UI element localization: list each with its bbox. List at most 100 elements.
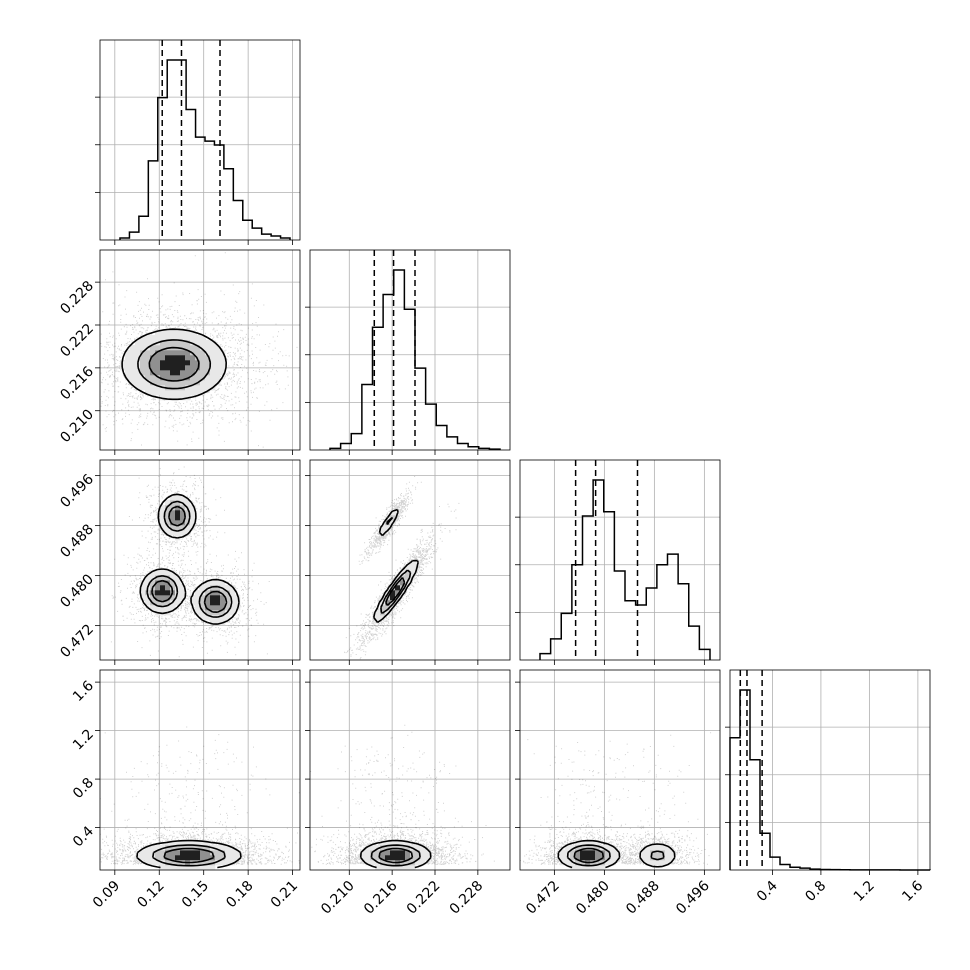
density-cell (155, 590, 161, 596)
density-cell (150, 350, 156, 356)
density-cell (195, 845, 201, 851)
density-cell (170, 860, 176, 866)
density-cell (170, 850, 176, 856)
density-cell (200, 855, 206, 861)
density-cell (220, 590, 226, 596)
density-cell (665, 860, 671, 866)
density-cell (170, 355, 176, 361)
density-cell (165, 585, 171, 591)
density-cell (425, 850, 431, 856)
density-cell (210, 585, 216, 591)
density-cell (395, 575, 401, 581)
density-cell (170, 365, 176, 371)
density-cell (155, 365, 161, 371)
density-cell (160, 515, 166, 521)
density-cell (185, 330, 191, 336)
density-cell (365, 855, 371, 861)
density-cell (145, 335, 151, 341)
x-tick-label: 0.210 (318, 878, 358, 918)
contour-line (146, 500, 233, 618)
density-cell (150, 855, 156, 861)
density-cell (190, 365, 196, 371)
density-cell (180, 855, 186, 861)
density-cell (225, 850, 231, 856)
contour-line (163, 847, 215, 864)
density-cell (180, 335, 186, 341)
density-cell (160, 350, 166, 356)
density-cell (645, 860, 651, 866)
density-cell (370, 860, 376, 866)
x-tick-label: 0.222 (404, 878, 444, 918)
x-tick-label: 0.496 (673, 878, 713, 918)
density-cell (190, 355, 196, 361)
density-cell (145, 370, 151, 376)
density-cell (380, 860, 386, 866)
density-cell (195, 605, 201, 611)
density-cell (655, 855, 661, 861)
density-cell (125, 350, 131, 356)
density-cell (175, 380, 181, 386)
density-cell (165, 395, 171, 401)
density-cell (175, 375, 181, 381)
pair-content (338, 476, 460, 660)
density-cell (410, 570, 416, 576)
density-cell (365, 845, 371, 851)
density-cell (215, 605, 221, 611)
density-cell (210, 605, 216, 611)
x-tick-label: 0.216 (361, 878, 401, 918)
density-cell (170, 580, 176, 586)
density-cell (390, 595, 396, 601)
density-cell (150, 385, 156, 391)
density-cell (610, 855, 616, 861)
density-cell (370, 845, 376, 851)
x-tick-label: 1.6 (899, 878, 926, 905)
density-cell (225, 600, 231, 606)
density-cell (150, 345, 156, 351)
density-cell (385, 610, 391, 616)
density-cell (135, 365, 141, 371)
density-cell (215, 855, 221, 861)
density-cell (175, 860, 181, 866)
density-cell (170, 855, 176, 861)
density-cell (220, 605, 226, 611)
density-cell (665, 855, 671, 861)
density-cell (180, 505, 186, 511)
density-cell (185, 370, 191, 376)
density-cell (580, 865, 586, 870)
density-cell (165, 850, 171, 856)
density-cell (190, 840, 196, 846)
density-cell (160, 865, 166, 870)
density-cell (130, 375, 136, 381)
density-cell (150, 570, 156, 576)
density-cell (195, 850, 201, 856)
density-cell (180, 370, 186, 376)
density-cell (190, 505, 196, 511)
density-cell (165, 570, 171, 576)
density-cell (205, 360, 211, 366)
density-cell (185, 865, 191, 870)
density-cell (175, 350, 181, 356)
density-cell (225, 585, 231, 591)
density-cell (150, 390, 156, 396)
density-cell (185, 390, 191, 396)
density-cell (360, 850, 366, 856)
density-cell (165, 605, 171, 611)
density-cell (205, 615, 211, 621)
density-cell (170, 340, 176, 346)
density-cell (155, 380, 161, 386)
density-cell (140, 335, 146, 341)
density-cell (190, 390, 196, 396)
density-cell (215, 600, 221, 606)
density-cell (150, 850, 156, 856)
density-cell (145, 845, 151, 851)
density-cell (190, 375, 196, 381)
density-cell (160, 375, 166, 381)
density-cell (195, 840, 201, 846)
y-tick-label: 0.222 (57, 321, 97, 361)
density-cell (230, 855, 236, 861)
pair-content (110, 466, 270, 658)
density-cell (150, 845, 156, 851)
density-cell (125, 365, 131, 371)
density-cell (190, 855, 196, 861)
density-cell (410, 865, 416, 870)
